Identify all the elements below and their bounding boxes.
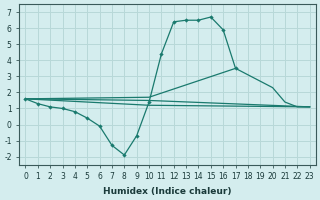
X-axis label: Humidex (Indice chaleur): Humidex (Indice chaleur) [103, 187, 232, 196]
